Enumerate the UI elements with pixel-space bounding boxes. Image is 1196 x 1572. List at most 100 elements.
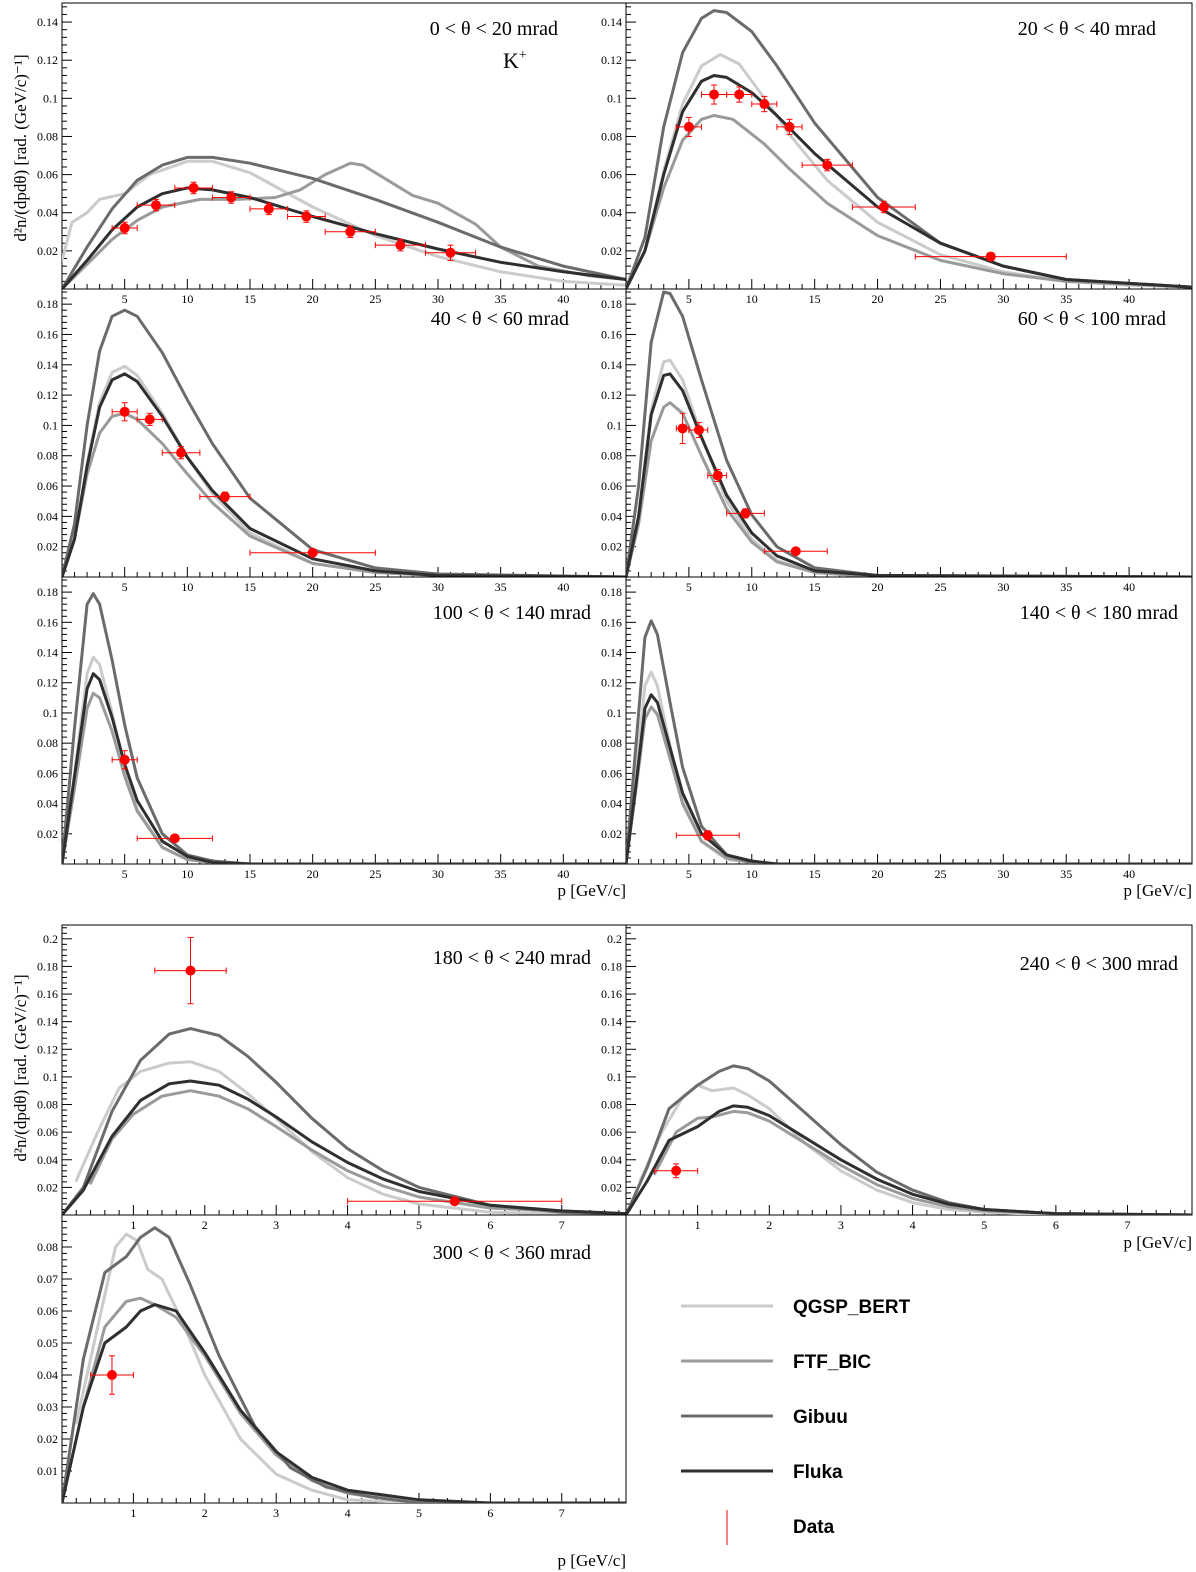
data-point (211, 191, 251, 204)
particle-charge: + (519, 48, 527, 63)
x-tick-label: 25 (369, 580, 381, 594)
x-tick-label: 25 (934, 292, 946, 306)
y-axis-title-top: d²n/(dpdθ) [rad. (GeV/c)⁻¹] (11, 54, 30, 241)
y-tick-label: 0.12 (601, 1042, 622, 1056)
x-tick-label: 25 (934, 580, 946, 594)
data-marker (151, 200, 161, 211)
x-tick-label: 25 (369, 867, 381, 881)
curve-qgsp-bert (62, 364, 626, 577)
model-curves (626, 1064, 1192, 1215)
data-marker (671, 1165, 682, 1176)
model-curves (62, 1226, 626, 1503)
data-point (249, 202, 289, 216)
data-marker (144, 414, 155, 425)
curve-fluka (626, 693, 1192, 864)
y-tick-label: 0.02 (37, 540, 58, 554)
panel-5: 5 10 15 20 25 30 35 40 0.02 0.04 0.06 0.08 0.1 0.12 0.… (37, 576, 627, 881)
y-tick-label: 0.14 (601, 15, 622, 29)
y-tick-label: 0.08 (37, 1098, 58, 1112)
y-tick-label: 0.04 (601, 206, 622, 220)
legend-label-gibuu: Gibuu (793, 1407, 848, 1428)
curve-gibuu (626, 290, 1192, 577)
x-tick-label: 30 (997, 867, 1009, 881)
x-tick-label: 7 (1125, 1218, 1131, 1232)
x-tick-label: 5 (416, 1506, 422, 1520)
data-marker (119, 406, 130, 417)
x-tick-label: 35 (495, 867, 507, 881)
data-point (136, 833, 213, 844)
data-point (726, 508, 765, 519)
curve-qgsp-bert (74, 1060, 626, 1215)
y-tick-label: 0.06 (601, 1125, 622, 1139)
data-point (154, 936, 227, 1005)
data-marker (301, 211, 312, 222)
panel-angle-label: 180 < θ < 240 mrad (433, 947, 591, 969)
y-tick-label: 0.02 (601, 244, 622, 258)
x-tick-label: 10 (746, 867, 758, 881)
x-tick-label: 4 (910, 1218, 916, 1232)
data-marker (106, 1370, 117, 1380)
panel-angle-label: 240 < θ < 300 mrad (1020, 953, 1178, 975)
data-point (90, 1355, 134, 1395)
curve-ftf-bic (653, 1109, 1192, 1215)
panel-9: 1 2 3 4 5 6 7 0.01 0.02 0.03 0.04 0.05 0.06 0.07 0.08 3… (37, 1214, 627, 1520)
model-curves (62, 592, 626, 864)
data-point (751, 95, 778, 113)
data-point (174, 181, 213, 195)
y-tick-label: 0.04 (37, 1153, 58, 1167)
data-marker (219, 491, 230, 502)
panel-angle-label: 140 < θ < 180 mrad (1020, 602, 1178, 624)
curve-ftf-bic (62, 161, 626, 289)
data-point (726, 86, 753, 103)
data-point (763, 546, 828, 557)
x-tick-label: 15 (809, 580, 821, 594)
x-tick-label: 6 (487, 1506, 493, 1520)
data-marker (784, 121, 795, 132)
x-tick-label: 20 (307, 292, 319, 306)
panels-layer: 5 10 15 20 25 30 35 400.020.040.060.080.10.120.… (37, 2, 1193, 1520)
panel-angle-label: 100 < θ < 140 mrad (433, 602, 591, 624)
panel-frame (625, 288, 1193, 578)
x-tick-label: 5 (686, 580, 692, 594)
y-tick-label: 0.1 (607, 91, 622, 105)
data-marker (985, 251, 996, 262)
y-tick-label: 0.02 (601, 827, 622, 841)
y-tick-label: 0.14 (37, 358, 58, 372)
data-point (111, 402, 138, 422)
y-tick-label: 0.16 (37, 987, 58, 1001)
x-tick-label: 5 (686, 867, 692, 881)
panel-3: 5 10 15 20 25 30 35 40 0.02 0.04 0.06 0.08 0.1 0.12 0.… (37, 288, 627, 594)
x-tick-label: 40 (557, 580, 569, 594)
y-tick-label: 0.08 (37, 129, 58, 143)
data-marker (185, 965, 196, 976)
data-point (374, 238, 426, 252)
data-marker (709, 89, 720, 100)
panel-8: 1 2 3 4 5 6 7 0.02 0.04 0.06 0.08 0.1 0.12 0.14 0.16 0.… (601, 924, 1193, 1232)
y-axis-title-bottom: d²n/(dpdθ) [rad. (GeV/c)⁻¹] (11, 974, 30, 1161)
curve-fluka (626, 1104, 1192, 1215)
x-tick-label: 6 (487, 1218, 493, 1232)
y-tick-label: 0.18 (37, 297, 58, 311)
model-curves (62, 308, 626, 577)
y-tick-label: 0.12 (601, 53, 622, 67)
panel-frame (625, 924, 1193, 1216)
data-point (654, 1163, 699, 1179)
panel-angle-label: 0 < θ < 20 mrad (430, 18, 558, 40)
x-tick-label: 7 (559, 1218, 565, 1232)
x-tick-label: 3 (273, 1218, 279, 1232)
data-point (324, 225, 376, 239)
x-tick-label: 40 (1123, 580, 1135, 594)
y-tick-label: 0.04 (601, 509, 622, 523)
curve-qgsp-bert (62, 655, 626, 864)
curve-ftf-bic (81, 1296, 626, 1503)
data-marker (119, 222, 130, 233)
x-tick-label: 4 (345, 1218, 351, 1232)
panel-4: 5 10 15 20 25 30 35 40 0.02 0.04 0.06 0.08 0.1 0.12 0.… (601, 288, 1193, 594)
x-axis-title-right-bottom: p [GeV/c] (1124, 1233, 1192, 1252)
model-curves (62, 155, 626, 289)
x-tick-label: 15 (244, 292, 256, 306)
curve-fluka (62, 1303, 626, 1503)
y-tick-label: 0.12 (37, 388, 58, 402)
y-tick-label: 0.1 (43, 1070, 58, 1084)
y-tick-label: 0.18 (37, 959, 58, 973)
